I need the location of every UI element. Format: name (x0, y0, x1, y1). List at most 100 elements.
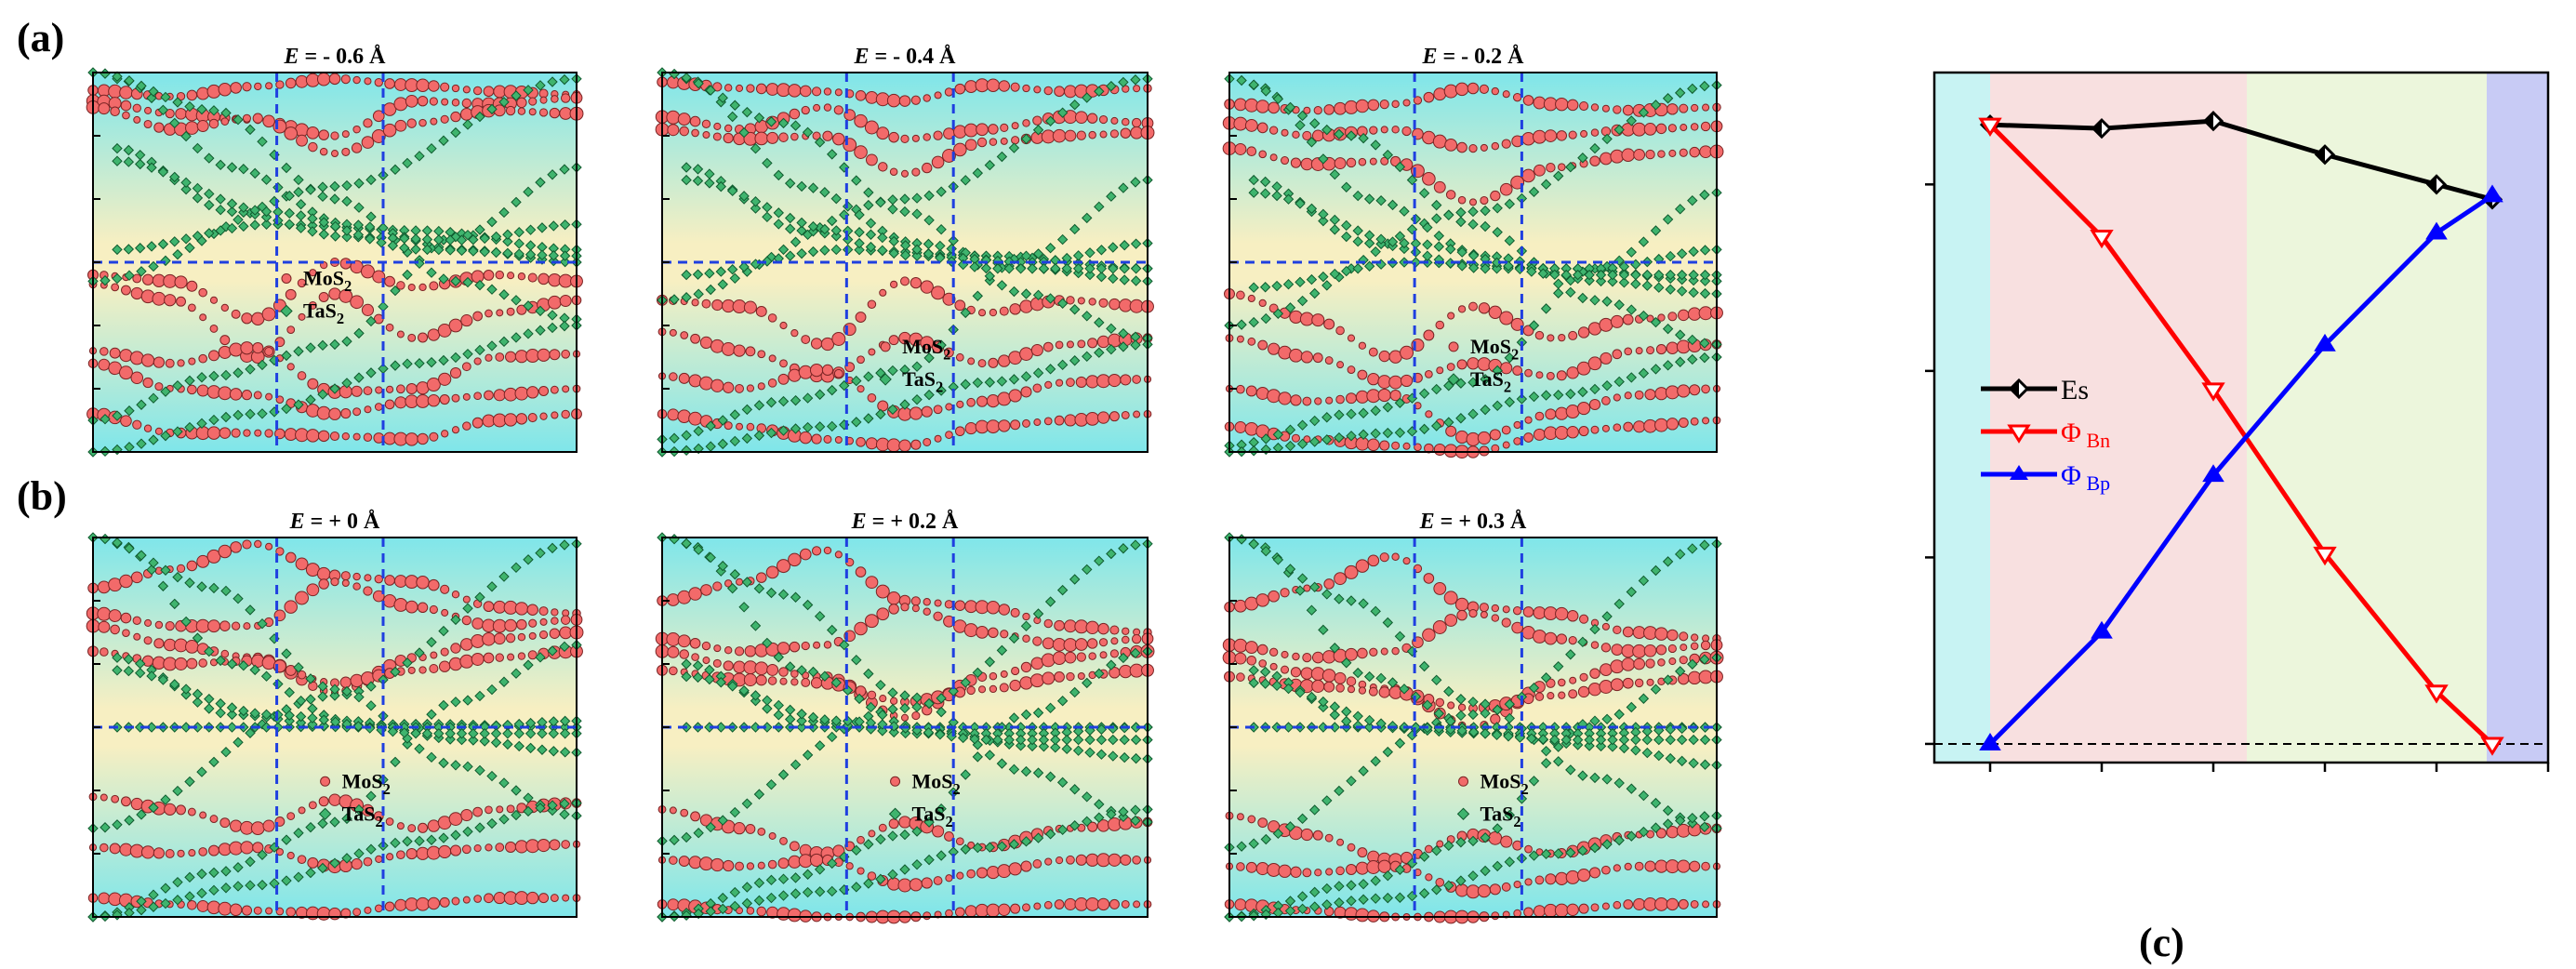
mos2-point (723, 381, 735, 393)
mos2-point (538, 385, 550, 396)
tas2-point (249, 219, 260, 231)
mos2-point (165, 109, 175, 119)
legend-mos2-label: MoS2 (303, 266, 352, 295)
tas2-point (741, 106, 753, 118)
tas2-point (1456, 246, 1467, 258)
mos2-point (813, 641, 821, 649)
tas2-point (911, 250, 923, 261)
tas2-band (87, 320, 582, 458)
tas2-point (717, 415, 728, 426)
tas2-point (1341, 231, 1352, 243)
mos2-point (364, 906, 372, 914)
tas2-point (1259, 282, 1271, 293)
mos2-point (427, 394, 441, 407)
tas2-point (1537, 268, 1549, 279)
mos2-point (549, 107, 561, 119)
mos2-point (352, 582, 361, 591)
tas2-point (112, 272, 123, 285)
mos2-point (473, 895, 482, 903)
mos2-point (1000, 630, 1009, 639)
tas2-point (402, 157, 413, 169)
mos2-point (154, 382, 164, 392)
mos2-point (1245, 861, 1257, 873)
tas2-point (226, 222, 238, 234)
tas2-point (220, 369, 232, 381)
mos2-point (1314, 397, 1322, 405)
mos2-point (1299, 312, 1314, 326)
mos2-point (252, 113, 263, 124)
mos2-point (1258, 299, 1267, 308)
mos2-point (923, 911, 932, 921)
mos2-point (1391, 552, 1400, 561)
tas2-point (123, 144, 135, 156)
mos2-point (351, 385, 363, 397)
tas2-point (1094, 347, 1105, 358)
mos2-point (976, 867, 989, 879)
mos2-point (986, 903, 1001, 918)
mos2-point (152, 291, 166, 306)
mos2-point (361, 136, 375, 149)
mos2-point (164, 294, 177, 307)
mos2-point (855, 89, 867, 101)
mos2-point (185, 640, 199, 654)
mos2-point (416, 576, 430, 590)
mos2-point (954, 299, 966, 312)
tas2-point (1387, 236, 1399, 247)
tas2-point (1422, 239, 1433, 250)
mos2-point (1590, 128, 1600, 137)
mos2-point (724, 84, 733, 92)
tas2-point (305, 394, 316, 405)
mos2-point (1076, 130, 1087, 140)
mos2-point (1377, 388, 1391, 403)
tas2-point (1394, 397, 1406, 408)
tas2-point (1504, 198, 1516, 210)
panel-title-value: = + 0.2 Å (867, 510, 959, 534)
mos2-point (528, 631, 537, 640)
mos2-point (417, 602, 429, 614)
mos2-point (1303, 435, 1311, 444)
panel-title-symbol: E (283, 45, 299, 69)
mos2-point (721, 342, 736, 356)
tas2-point (972, 167, 984, 179)
mos2-point (517, 272, 526, 281)
tas2-point (1565, 286, 1576, 299)
mos2-point (998, 903, 1011, 917)
mos2-point (1556, 130, 1568, 141)
mos2-point (154, 620, 164, 630)
mos2-point (789, 108, 801, 120)
mos2-point (1480, 143, 1488, 152)
mos2-point (1292, 652, 1300, 661)
tas2-point (1321, 280, 1333, 291)
tas2-point (851, 175, 862, 186)
mos2-point (666, 632, 681, 646)
mos2-point (538, 893, 550, 904)
mos2-point (108, 609, 122, 623)
tas2-point (960, 307, 971, 319)
mos2-point (240, 341, 254, 355)
mos2-point (1443, 591, 1458, 605)
mos2-point (254, 82, 262, 91)
tas2-point (1119, 240, 1130, 251)
tas2-point (1699, 80, 1710, 92)
mos2-point (230, 82, 242, 94)
tas2-point (1108, 242, 1119, 253)
tas2-point (1480, 263, 1491, 274)
mos2-point (130, 286, 143, 300)
mos2-point (856, 437, 866, 447)
mos2-point (1513, 437, 1521, 445)
mos2-point (1042, 637, 1055, 650)
tas2-point (438, 354, 449, 366)
mos2-point (1096, 335, 1110, 349)
tas2-point (936, 186, 947, 197)
mos2-point (1491, 911, 1500, 921)
mos2-point (459, 108, 473, 121)
mos2-point (1447, 701, 1455, 710)
tas2-point (1607, 276, 1618, 287)
tas2-point (899, 364, 910, 376)
mos2-point (207, 619, 220, 633)
mos2-point (1030, 657, 1044, 670)
tas2-point (1296, 110, 1308, 122)
mos2-point (1622, 677, 1634, 689)
mos2-point (1446, 363, 1455, 371)
mos2-point (822, 130, 833, 141)
